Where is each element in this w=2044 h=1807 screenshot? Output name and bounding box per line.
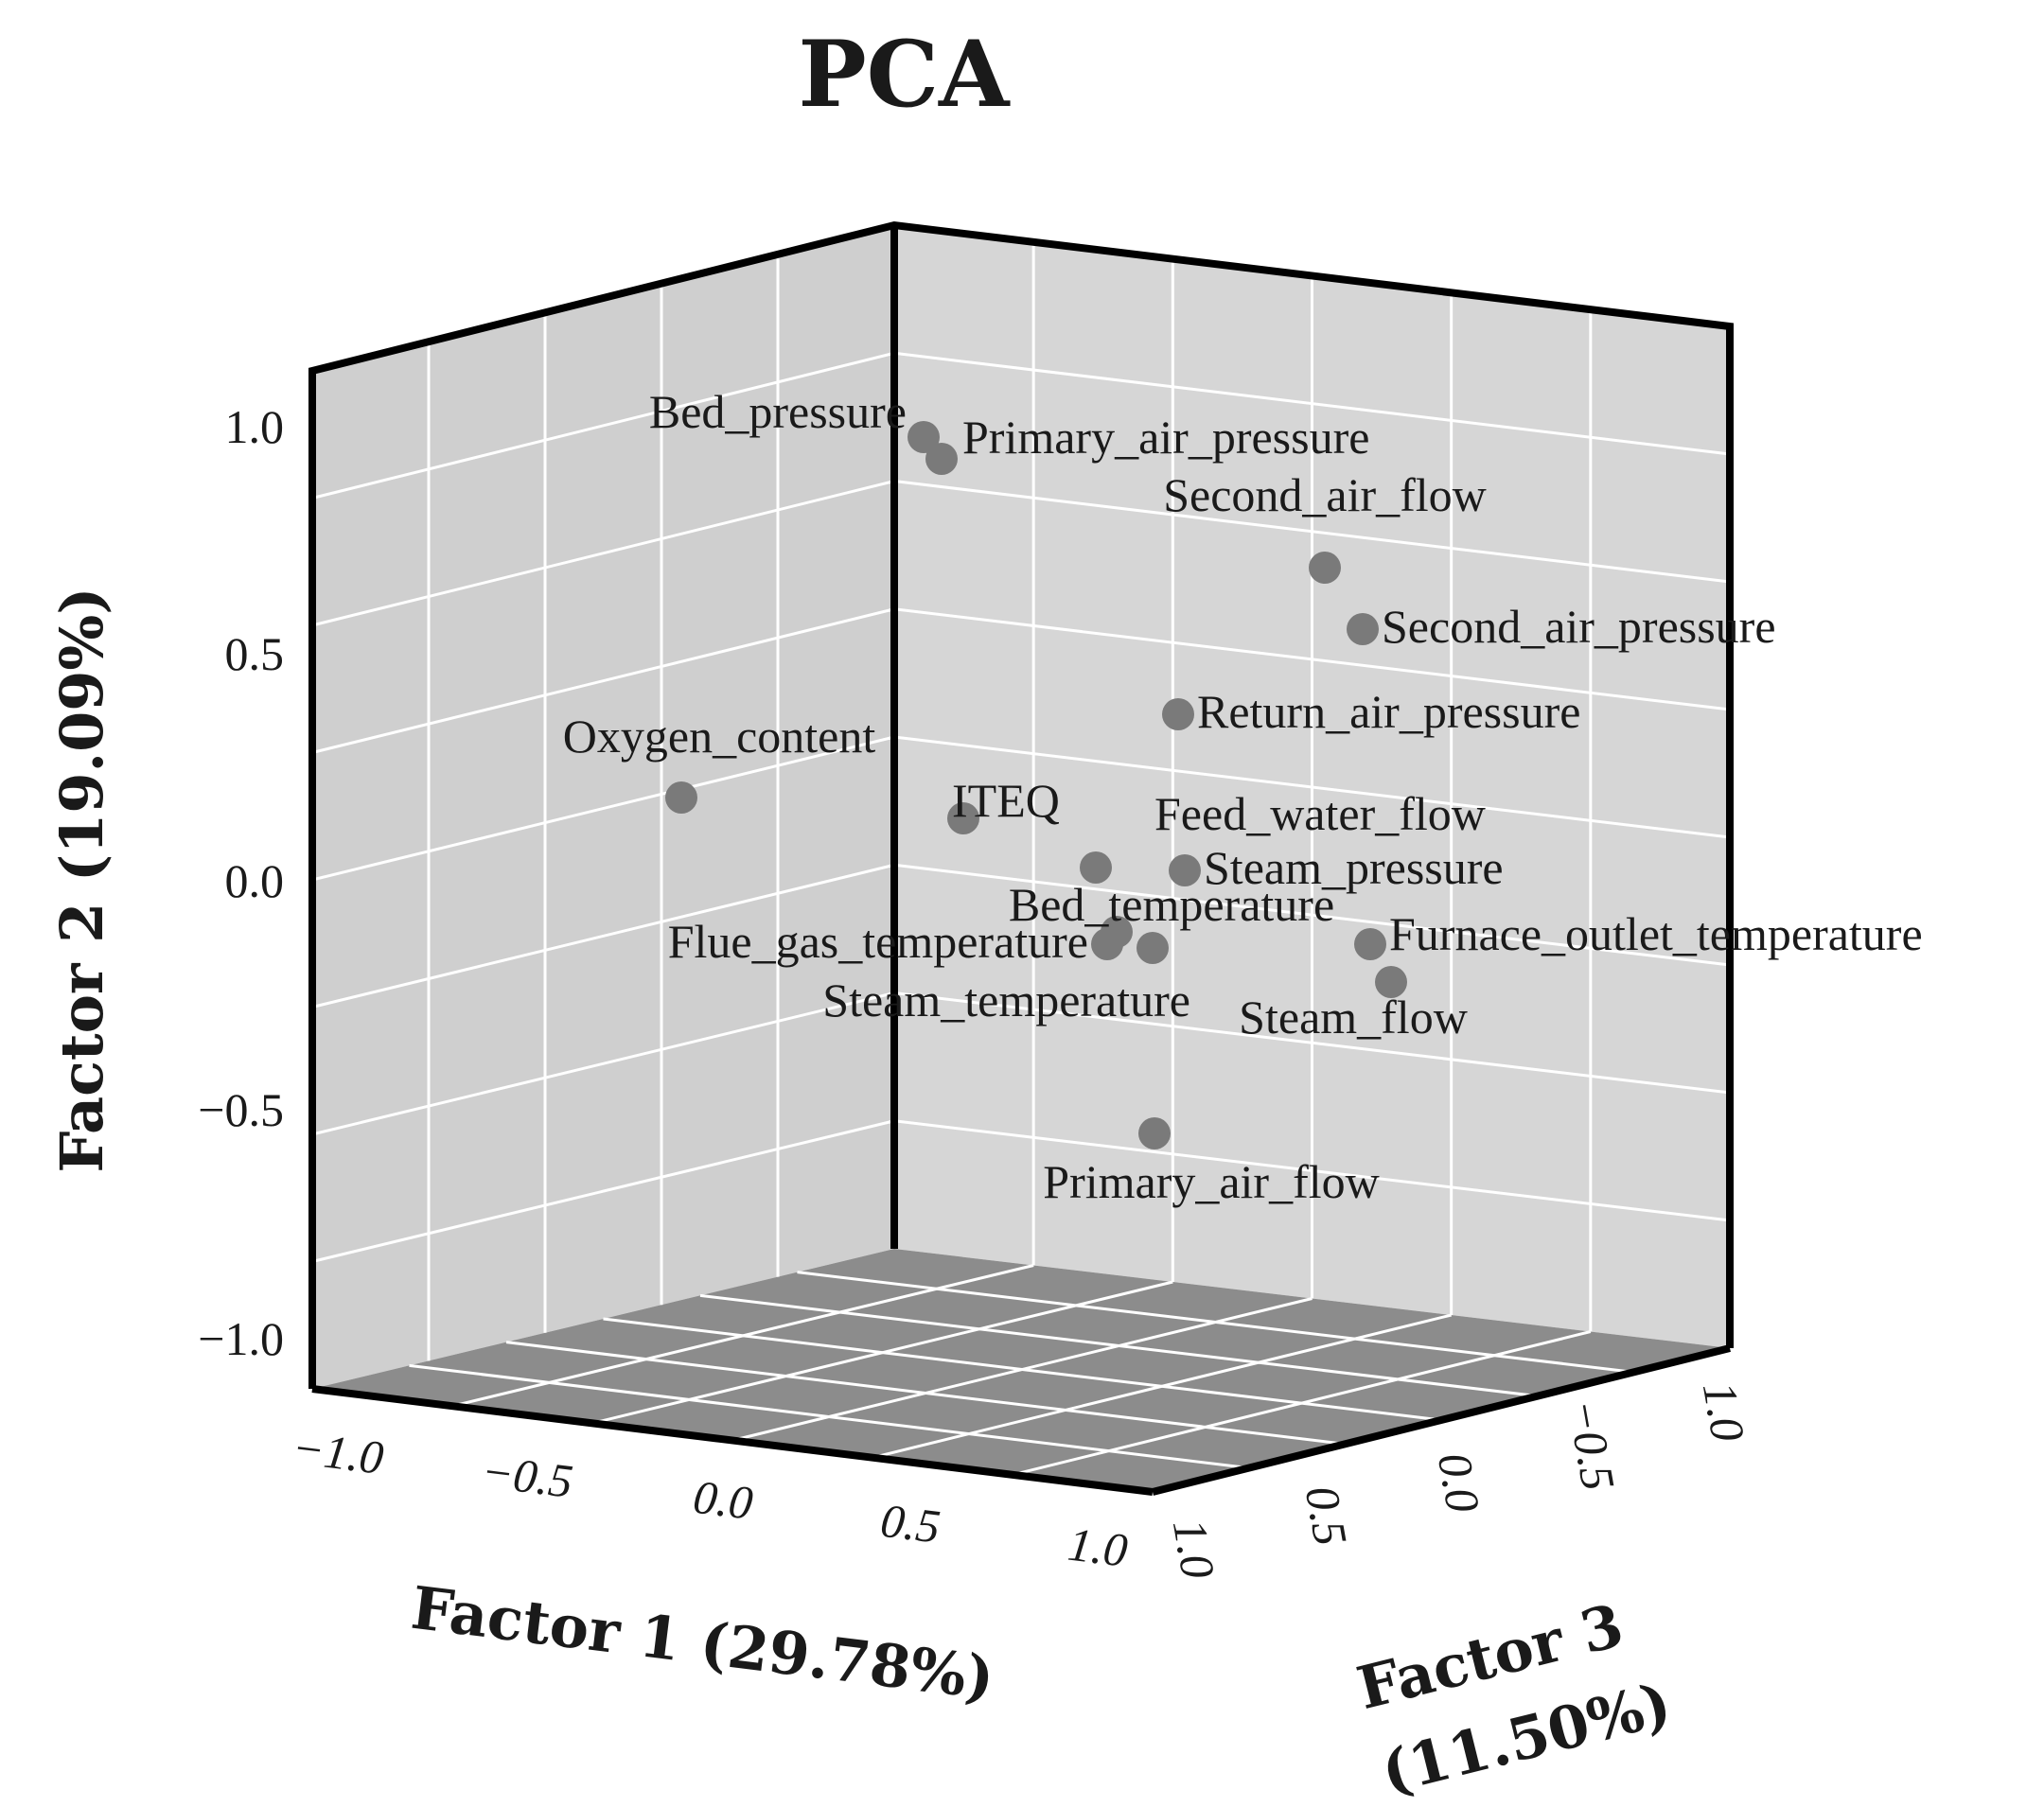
data-point: Steam_flow xyxy=(1239,966,1468,1044)
z-tick-label: 1.0 xyxy=(1693,1377,1755,1445)
grid-lines xyxy=(311,241,1731,1477)
grid-line xyxy=(311,991,895,1136)
point-label: Flue_gas_temperature xyxy=(668,915,1088,968)
x-tick-label: −0.5 xyxy=(479,1444,575,1507)
y-tick-label: 0.0 xyxy=(225,854,285,907)
point-marker xyxy=(1169,854,1201,886)
point-label: ITEQ xyxy=(952,774,1060,827)
data-point: Bed_pressure xyxy=(649,385,940,453)
point-label: Bed_pressure xyxy=(649,385,907,438)
y-tick-label: 1.0 xyxy=(225,400,285,453)
data-point: Primary_air_flow xyxy=(1043,1117,1380,1208)
point-label: Second_air_flow xyxy=(1163,468,1487,521)
z-tick-label: −0.5 xyxy=(1558,1395,1626,1495)
grid-line xyxy=(1012,1330,1592,1477)
data-point: Steam_pressure xyxy=(1169,841,1504,894)
data-point: Furnace_outlet_temperature xyxy=(1354,907,1923,960)
point-marker xyxy=(1162,698,1194,730)
point-marker xyxy=(1138,1117,1171,1149)
grid-line xyxy=(311,863,895,1009)
z-tick-label: 1.0 xyxy=(1163,1515,1225,1582)
z-tick-label: 0.0 xyxy=(1428,1448,1490,1516)
point-label: Furnace_outlet_temperature xyxy=(1389,907,1923,960)
grid-line xyxy=(311,351,895,500)
data-point: Second_air_pressure xyxy=(1347,600,1776,653)
y-axis-label: Factor 2 (19.09%) xyxy=(47,587,116,1172)
point-label: Steam_flow xyxy=(1239,991,1468,1044)
point-marker xyxy=(1309,552,1341,584)
data-point: Bed_temperature xyxy=(1009,851,1334,931)
x-axis-ticks: −1.0 −0.5 0.0 0.5 1.0 xyxy=(290,1420,1131,1576)
y-tick-label: −0.5 xyxy=(198,1083,284,1136)
point-label: Steam_pressure xyxy=(1204,841,1504,894)
data-points: Bed_pressure Primary_air_pressureSecond_a… xyxy=(563,385,1923,1208)
y-axis-ticks: 1.0 0.5 0.0 −0.5 −1.0 xyxy=(198,400,284,1365)
point-label: Return_air_pressure xyxy=(1197,685,1580,738)
grid-line xyxy=(311,480,895,627)
grid-line xyxy=(311,607,895,754)
y-tick-label: 0.5 xyxy=(225,627,285,680)
data-point: Feed_water_flow xyxy=(1101,787,1486,948)
z-tick-label: 0.5 xyxy=(1295,1482,1358,1549)
point-marker xyxy=(907,421,940,453)
point-label: Steam_temperature xyxy=(822,974,1190,1026)
point-label: Bed_temperature xyxy=(1009,878,1334,931)
point-marker xyxy=(1080,851,1112,884)
data-point: Return_air_pressure xyxy=(1162,685,1580,738)
x-axis-label: Factor 1 (29.78%) xyxy=(408,1573,998,1713)
point-label: Primary_air_pressure xyxy=(962,411,1369,464)
point-marker xyxy=(1354,928,1386,960)
point-marker xyxy=(925,443,958,475)
point-marker xyxy=(665,781,697,814)
x-tick-label: 0.5 xyxy=(878,1494,943,1553)
point-marker xyxy=(1375,966,1407,998)
x-tick-label: 0.0 xyxy=(691,1470,756,1530)
data-point: Second_air_flow xyxy=(1163,468,1487,584)
x-tick-label: −1.0 xyxy=(290,1420,386,1483)
data-point: ITEQ xyxy=(947,774,1060,834)
x-tick-label: 1.0 xyxy=(1066,1518,1131,1577)
data-point: Flue_gas_temperature xyxy=(668,915,1123,968)
data-point: Steam_temperature xyxy=(822,932,1190,1026)
grid-line xyxy=(311,1119,895,1263)
point-marker xyxy=(1347,613,1379,645)
chart-title: PCA xyxy=(798,21,1011,128)
y-tick-label: −1.0 xyxy=(198,1312,284,1365)
point-marker xyxy=(1091,928,1123,960)
point-marker xyxy=(947,802,979,834)
box-edges xyxy=(308,220,1734,1496)
grid-line xyxy=(311,735,895,882)
data-point: Oxygen_content xyxy=(563,710,876,814)
point-label: Primary_air_flow xyxy=(1043,1155,1379,1208)
data-point: Primary_air_pressure xyxy=(925,411,1369,475)
point-marker xyxy=(1137,932,1169,964)
point-label: Oxygen_content xyxy=(563,710,876,763)
point-label: Feed_water_flow xyxy=(1154,787,1486,840)
point-label: Second_air_pressure xyxy=(1382,600,1776,653)
